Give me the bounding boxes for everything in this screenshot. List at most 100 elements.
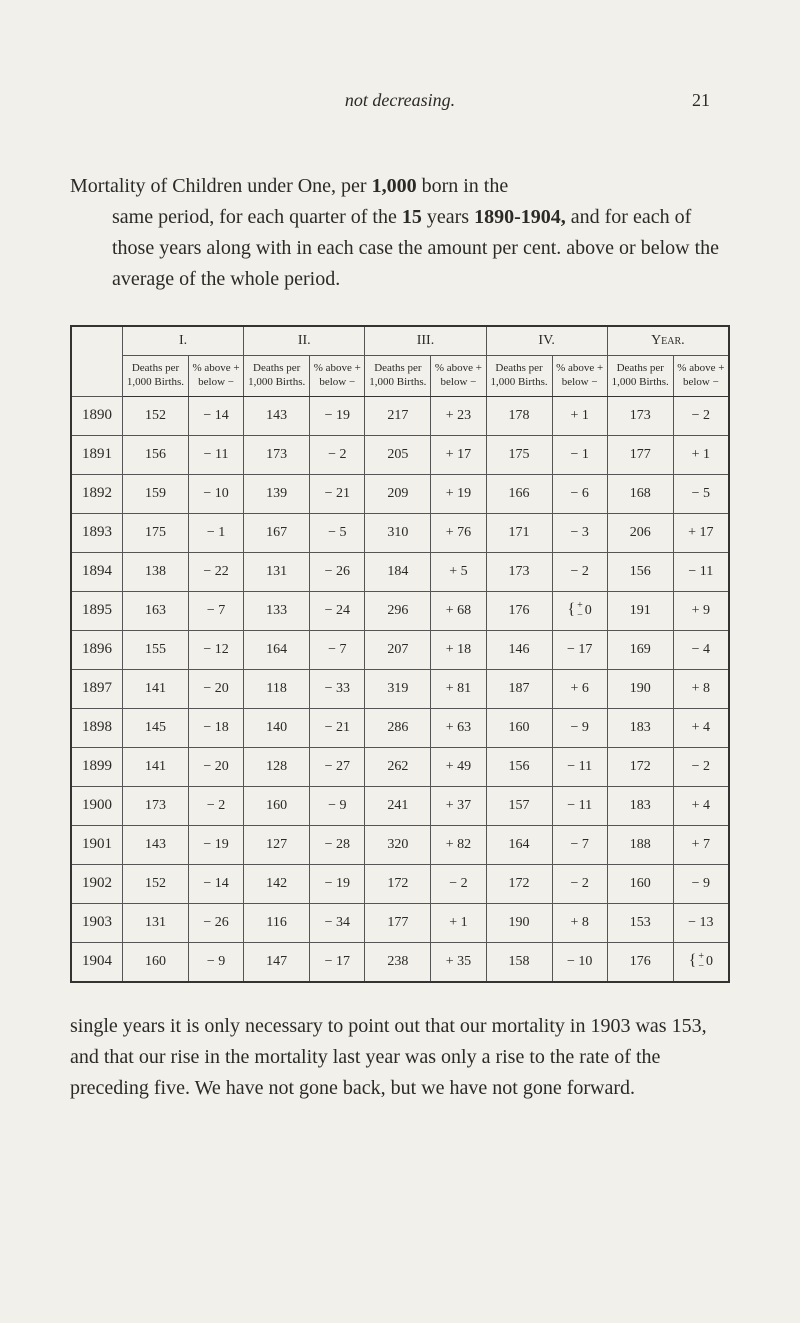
cell-value: 160 (123, 942, 189, 982)
cell-value: 156 (607, 552, 673, 591)
page-number: 21 (692, 90, 710, 111)
cell-value: 141 (123, 669, 189, 708)
cell-value: + 1 (673, 435, 729, 474)
cell-value: 163 (123, 591, 189, 630)
cell-value: 127 (244, 825, 310, 864)
cell-value: − 9 (310, 786, 365, 825)
cell-value: 116 (244, 903, 310, 942)
table-head-sub: Deaths per 1,000 Births. % above + below… (71, 356, 729, 397)
table-row: 1893175− 1167− 5310+ 76171− 3206+ 17 (71, 513, 729, 552)
cell-value: − 1 (552, 435, 607, 474)
outro: single years it is only necessary to poi… (70, 1011, 730, 1104)
cell-value: 319 (365, 669, 431, 708)
cell-value: 190 (486, 903, 552, 942)
cell-value: 241 (365, 786, 431, 825)
cell-value: 168 (607, 474, 673, 513)
cell-value: − 7 (188, 591, 243, 630)
cell-value: − 18 (188, 708, 243, 747)
cell-value: 296 (365, 591, 431, 630)
cell-value: 177 (607, 435, 673, 474)
th-sub-py: % above + below − (673, 356, 729, 397)
cell-value: − 1 (188, 513, 243, 552)
cell-value: − 7 (310, 630, 365, 669)
th-group-3: III. (365, 326, 486, 356)
th-sub-dy: Deaths per 1,000 Births. (607, 356, 673, 397)
cell-value: 145 (123, 708, 189, 747)
cell-value: 159 (123, 474, 189, 513)
cell-value: 205 (365, 435, 431, 474)
cell-value: 172 (365, 864, 431, 903)
cell-value: + 81 (431, 669, 486, 708)
cell-value: − 14 (188, 396, 243, 435)
cell-value: + 18 (431, 630, 486, 669)
cell-value: {+− 0 (673, 942, 729, 982)
th-sub-p3: % above + below − (431, 356, 486, 397)
cell-value: − 13 (673, 903, 729, 942)
cell-value: + 8 (552, 903, 607, 942)
cell-value: − 26 (310, 552, 365, 591)
cell-value: 187 (486, 669, 552, 708)
cell-value: 320 (365, 825, 431, 864)
cell-value: 209 (365, 474, 431, 513)
cell-value: + 5 (431, 552, 486, 591)
table-row: 1897141− 20118− 33319+ 81187+ 6190+ 8 (71, 669, 729, 708)
th-group-1: I. (123, 326, 244, 356)
cell-value: + 6 (552, 669, 607, 708)
cell-year: 1900 (71, 786, 123, 825)
cell-value: 167 (244, 513, 310, 552)
cell-value: + 1 (552, 396, 607, 435)
cell-value: − 9 (188, 942, 243, 982)
cell-value: 160 (486, 708, 552, 747)
cell-value: 175 (486, 435, 552, 474)
cell-value: 142 (244, 864, 310, 903)
cell-value: 157 (486, 786, 552, 825)
cell-value: − 22 (188, 552, 243, 591)
cell-value: − 17 (552, 630, 607, 669)
cell-value: 286 (365, 708, 431, 747)
intro: Mortality of Children under One, per 1,0… (70, 171, 730, 295)
cell-value: 138 (123, 552, 189, 591)
cell-value: + 9 (673, 591, 729, 630)
cell-value: 184 (365, 552, 431, 591)
cell-value: − 2 (552, 864, 607, 903)
cell-year: 1897 (71, 669, 123, 708)
cell-value: 143 (244, 396, 310, 435)
cell-value: + 4 (673, 708, 729, 747)
cell-value: − 2 (431, 864, 486, 903)
cell-value: − 21 (310, 474, 365, 513)
cell-value: − 12 (188, 630, 243, 669)
cell-value: 177 (365, 903, 431, 942)
cell-value: − 9 (673, 864, 729, 903)
cell-value: 173 (244, 435, 310, 474)
cell-value: − 20 (188, 669, 243, 708)
cell-year: 1895 (71, 591, 123, 630)
cell-value: − 33 (310, 669, 365, 708)
cell-value: − 7 (552, 825, 607, 864)
intro-l1c: born in the (417, 175, 509, 197)
cell-value: 175 (123, 513, 189, 552)
cell-value: − 11 (188, 435, 243, 474)
cell-value: − 2 (673, 747, 729, 786)
table-row: 1890152− 14143− 19217+ 23178+ 1173− 2 (71, 396, 729, 435)
cell-value: − 28 (310, 825, 365, 864)
cell-value: 183 (607, 708, 673, 747)
cell-year: 1893 (71, 513, 123, 552)
th-sub-d4: Deaths per 1,000 Births. (486, 356, 552, 397)
cell-year: 1894 (71, 552, 123, 591)
cell-value: + 49 (431, 747, 486, 786)
cell-value: − 26 (188, 903, 243, 942)
cell-value: − 19 (188, 825, 243, 864)
cell-value: 139 (244, 474, 310, 513)
cell-value: − 11 (552, 786, 607, 825)
cell-year: 1899 (71, 747, 123, 786)
cell-value: − 14 (188, 864, 243, 903)
cell-value: 190 (607, 669, 673, 708)
cell-year: 1898 (71, 708, 123, 747)
th-sub-p2: % above + below − (310, 356, 365, 397)
cell-value: 155 (123, 630, 189, 669)
th-sub-d1: Deaths per 1,000 Births. (123, 356, 189, 397)
cell-value: 191 (607, 591, 673, 630)
cell-value: + 35 (431, 942, 486, 982)
cell-value: 156 (123, 435, 189, 474)
cell-value: + 76 (431, 513, 486, 552)
